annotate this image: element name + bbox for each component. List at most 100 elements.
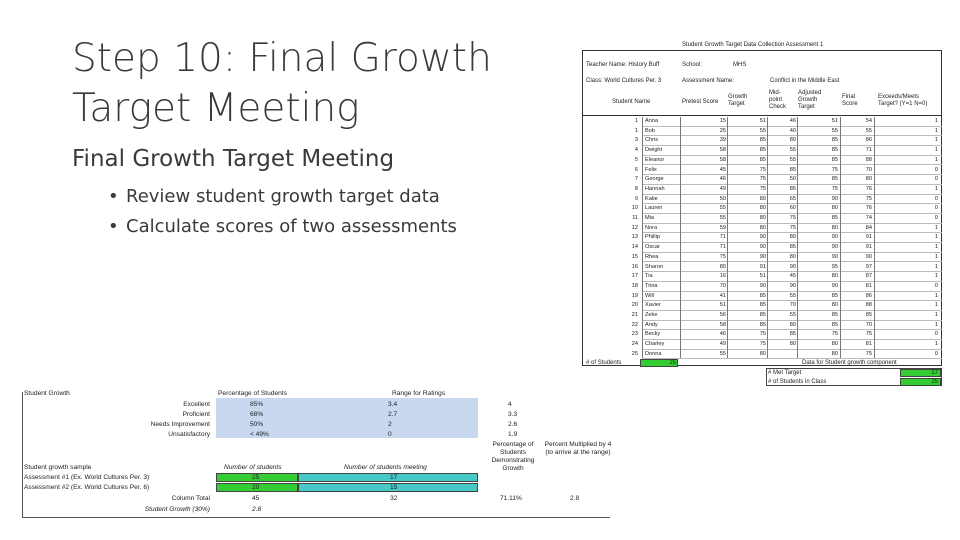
page-title: Step 10: Final Growth Target Meeting [72, 36, 492, 131]
row-adjusted: 85 [831, 176, 838, 183]
row-rule [642, 174, 942, 176]
row-exceeds: 1 [934, 118, 938, 124]
row-mid-point [768, 351, 796, 358]
row-rule [642, 271, 942, 273]
row-student-name: Lauren [645, 205, 663, 212]
row-adjusted: 90 [831, 282, 838, 289]
row-number: 19 [631, 292, 638, 299]
teacher-name: Teacher Name: History Buff [586, 62, 660, 68]
row-exceeds: 1 [934, 156, 938, 163]
row-final-score: 70 [865, 166, 872, 173]
assessment-1-meet: 17 [390, 474, 398, 481]
ratings-highlight [216, 398, 478, 438]
row-mid-point: 85 [789, 331, 796, 338]
row-adjusted: 75 [831, 331, 838, 338]
col-exceeds: Exceeds/Meets Target? (Y=1 N=0) [878, 94, 928, 108]
num-meeting-header: Number of students meeting [344, 464, 427, 471]
row-number: 21 [631, 312, 638, 318]
rating-label: Excellent [183, 401, 210, 408]
row-mid-point: 55 [789, 156, 796, 163]
row-growth-target: 51 [759, 118, 766, 124]
rating-label: Proficient [182, 411, 211, 418]
rating-percentage: 85% [250, 401, 264, 408]
row-adjusted: 80 [831, 224, 838, 231]
row-number: 14 [631, 244, 638, 251]
row-exceeds: 1 [934, 273, 938, 280]
row-student-name: Tia [645, 273, 653, 280]
row-final-score: 87 [865, 273, 872, 280]
row-rule [642, 135, 942, 137]
row-number: 16 [631, 263, 638, 270]
rating-percentage: 50% [250, 421, 264, 428]
col-mid-point: Mid-point Check [769, 90, 787, 111]
row-student-name: Becky [645, 331, 661, 338]
row-growth-target: 75 [759, 176, 766, 183]
row-final-score: 86 [865, 137, 872, 144]
row-adjusted: 80 [831, 302, 838, 309]
row-growth-target: 85 [759, 137, 766, 144]
row-exceeds: 1 [934, 185, 938, 192]
student-growth-label: Student Growth [24, 390, 70, 397]
row-pretest: 55 [719, 350, 726, 357]
row-number: 23 [631, 331, 638, 338]
row-growth-target: 85 [759, 147, 766, 154]
rating-range-low: 3.4 [388, 401, 398, 408]
row-final-score: 88 [865, 156, 872, 163]
row-exceeds: 1 [934, 147, 938, 154]
slide-subtitle: Final Growth Target Meeting [72, 146, 395, 172]
row-student-name: Eleanor [645, 156, 665, 163]
row-rule [642, 348, 942, 350]
row-growth-target: 85 [759, 156, 766, 163]
row-student-name: Will [645, 292, 655, 299]
row-pretest: 41 [719, 292, 726, 299]
row-final-score: 76 [865, 185, 872, 192]
in-class-label: # of Students in Class [768, 379, 827, 385]
row-adjusted: 85 [831, 292, 838, 299]
student-growth-30-value: 2.8 [252, 506, 262, 513]
rating-label: Needs Improvement [150, 421, 210, 428]
rating-range-high: 2.6 [508, 421, 518, 428]
row-student-name: Bob [645, 127, 655, 134]
row-student-name: Sharon [645, 263, 664, 270]
row-exceeds: 1 [934, 137, 938, 144]
column-total-num: 45 [252, 495, 260, 502]
row-student-name: Anna [645, 118, 659, 124]
row-rule [642, 261, 942, 263]
bullet-item: Review student growth target data [108, 183, 457, 213]
row-rule [642, 339, 942, 340]
row-final-score: 81 [865, 282, 872, 289]
row-rule [642, 145, 942, 146]
row-mid-point: 80 [789, 234, 796, 241]
row-pretest: 51 [719, 302, 726, 309]
row-mid-point: 50 [789, 176, 796, 183]
row-pretest: 56 [719, 312, 726, 318]
row-rule [642, 183, 942, 185]
row-pretest: 15 [719, 118, 726, 124]
row-final-score: 86 [865, 292, 872, 299]
row-exceeds: 0 [934, 331, 938, 338]
row-final-score: 80 [865, 176, 872, 183]
row-pretest: 50 [719, 195, 726, 202]
row-adjusted: 85 [831, 215, 838, 221]
met-label: # Met Target [768, 370, 802, 376]
row-number: 18 [631, 282, 638, 289]
row-adjusted: 80 [831, 350, 838, 357]
row-mid-point: 85 [789, 244, 796, 251]
row-growth-target: 80 [759, 350, 766, 357]
row-exceeds: 0 [934, 195, 938, 202]
rating-range-low: 2 [388, 421, 392, 428]
row-growth-target: 85 [759, 321, 766, 328]
row-rule [642, 358, 942, 360]
row-mid-point: 46 [789, 118, 796, 124]
rating-label: Unsatisfactory [168, 431, 210, 438]
row-number: 3 [634, 137, 638, 144]
rating-percentage: < 49% [250, 431, 269, 438]
assess1-meet-cell [298, 473, 478, 482]
row-pretest: 39 [719, 137, 726, 144]
in-class-cell [900, 378, 941, 386]
row-final-score: 85 [865, 312, 872, 318]
row-exceeds: 1 [934, 312, 938, 318]
row-pretest: 55 [719, 205, 726, 212]
column-divider [767, 117, 768, 358]
row-rule [642, 329, 942, 331]
